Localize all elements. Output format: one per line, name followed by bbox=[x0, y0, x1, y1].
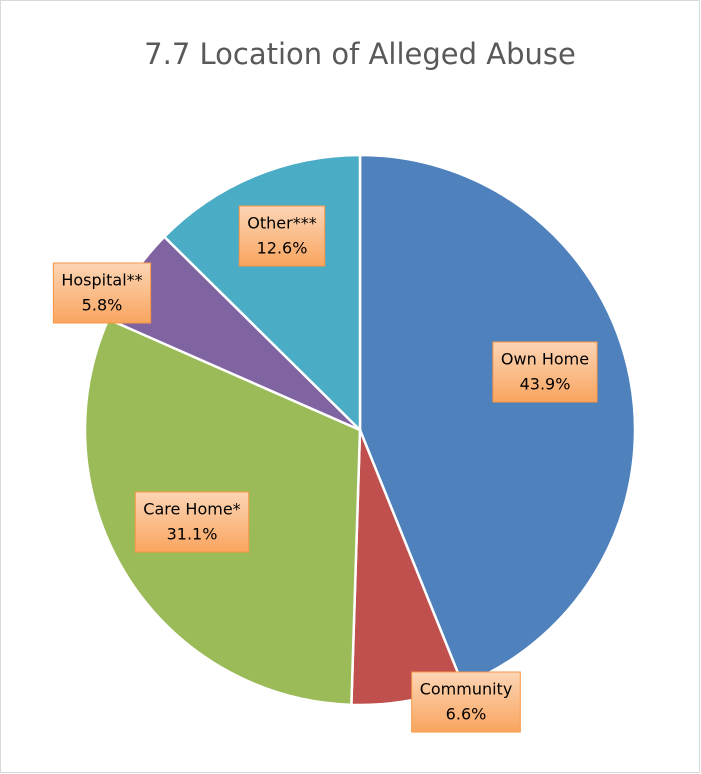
data-label: Other*** 12.6% bbox=[238, 205, 326, 267]
label-value: 31.1% bbox=[167, 525, 218, 544]
label-value: 5.8% bbox=[82, 296, 123, 315]
data-label: Care Home* 31.1% bbox=[134, 491, 250, 553]
label-box bbox=[492, 341, 598, 403]
label-value: 43.9% bbox=[520, 375, 571, 394]
label-category: Other*** bbox=[247, 214, 316, 233]
label-box bbox=[134, 491, 250, 553]
label-category: Care Home* bbox=[143, 500, 240, 519]
label-box bbox=[52, 262, 152, 324]
label-box bbox=[411, 671, 521, 733]
label-value: 12.6% bbox=[257, 239, 308, 258]
data-label: Community 6.6% bbox=[411, 671, 521, 733]
pie-slice bbox=[358, 153, 637, 687]
data-label: Own Home 43.9% bbox=[492, 341, 598, 403]
label-category: Own Home bbox=[501, 350, 589, 369]
label-category: Hospital** bbox=[61, 271, 142, 290]
data-label: Hospital** 5.8% bbox=[52, 262, 152, 324]
label-category: Community bbox=[420, 680, 513, 699]
label-value: 6.6% bbox=[446, 705, 487, 724]
chart-title: 7.7 Location of Alleged Abuse bbox=[144, 37, 576, 71]
label-box bbox=[238, 205, 326, 267]
